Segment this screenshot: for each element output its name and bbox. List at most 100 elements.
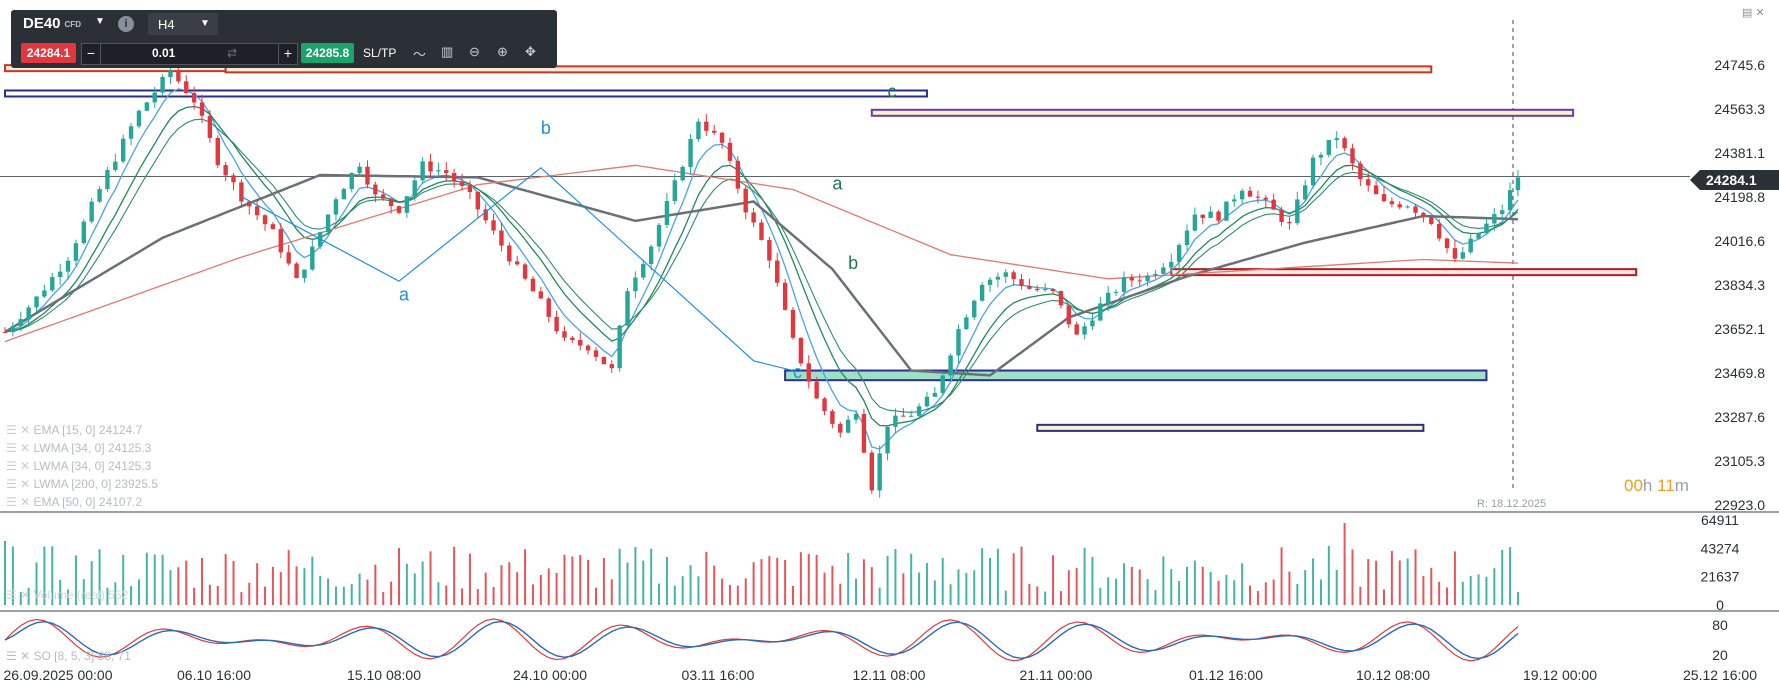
volume-bar — [342, 586, 345, 605]
volume-bar — [1477, 574, 1480, 605]
sell-button[interactable]: 24284.1 — [21, 43, 76, 63]
candle-body — [1011, 272, 1016, 280]
volume-bar — [1327, 546, 1330, 605]
indicator-ema50[interactable]: ☰ ✕ EMA [50, 0] 24107.2 — [6, 495, 143, 509]
symbol-selector[interactable]: DE40 CFD — [23, 15, 81, 32]
volume-legend[interactable]: ☰ ✕ Volume (real) 552 — [6, 588, 129, 602]
volume-bar — [870, 567, 873, 605]
move-icon[interactable]: ✥ — [525, 44, 536, 59]
quantity-stepper[interactable]: − 0.01 ⇄ + — [81, 43, 298, 65]
volume-bar — [1091, 556, 1094, 605]
candle-body — [396, 206, 402, 213]
zoom-in-icon[interactable]: ⊕ — [497, 44, 508, 59]
candle-body — [1484, 223, 1489, 234]
candle-body — [231, 175, 236, 183]
candle-body — [570, 337, 575, 340]
stoch-k-line — [4, 618, 1519, 662]
volume-bar — [437, 582, 440, 605]
candle-body — [491, 220, 496, 231]
indicator-lwma34a[interactable]: ☰ ✕ LWMA [34, 0] 24125.3 — [6, 441, 152, 455]
quantity-input[interactable]: 0.01 — [152, 46, 176, 60]
volume-bar — [1052, 555, 1055, 605]
volume-bar — [555, 572, 558, 605]
candle-body — [1184, 230, 1190, 246]
candle-body — [901, 415, 906, 417]
candle-body — [1066, 305, 1071, 325]
volume-bar — [1296, 583, 1299, 605]
candle-body — [940, 375, 945, 393]
candle-body — [987, 279, 993, 285]
candle-body — [562, 331, 567, 338]
volume-bar — [658, 583, 661, 605]
candle-body — [26, 307, 31, 320]
candle-body — [696, 121, 701, 140]
candle-body — [1263, 197, 1268, 200]
info-icon[interactable]: i — [118, 16, 134, 32]
chevron-down-icon[interactable]: ▼ — [95, 16, 105, 27]
volume-bar — [855, 578, 858, 605]
minus-icon[interactable]: − — [82, 44, 101, 64]
candle-body — [388, 198, 394, 207]
volume-bar — [177, 567, 180, 605]
zoom-out-icon[interactable]: ⊖ — [469, 44, 480, 59]
volume-bar — [161, 554, 164, 605]
volume-bar — [74, 555, 77, 605]
maximize-icon[interactable]: ▤ — [1742, 7, 1753, 19]
candle-body — [144, 102, 150, 111]
sltp-button[interactable]: SL/TP — [363, 46, 397, 60]
candle-body — [743, 188, 748, 213]
timeframe-selector[interactable]: H4 ▼ — [148, 13, 218, 35]
indicator-ema15[interactable]: ☰ ✕ EMA [15, 0] 24124.7 — [6, 423, 143, 437]
volume-bar — [295, 566, 298, 605]
candle-body — [1161, 267, 1166, 274]
indicator-lwma200[interactable]: ☰ ✕ LWMA [200, 0] 23925.5 — [6, 477, 159, 491]
close-icon[interactable]: ✕ — [1755, 7, 1765, 19]
lwma200-line — [4, 164, 1519, 343]
candle-body — [1098, 303, 1103, 321]
candle-chart-icon[interactable]: ▥ — [441, 44, 454, 59]
candle-body — [1287, 222, 1292, 224]
candle-body — [499, 230, 504, 246]
oscillator-axis-label: 80 — [1712, 617, 1728, 633]
volume-bar — [500, 565, 503, 605]
price-zone — [1036, 423, 1425, 432]
volume-bar — [145, 552, 148, 605]
volume-bar — [382, 592, 385, 605]
candle-body — [223, 165, 228, 176]
oscillator-axis-label: 20 — [1712, 647, 1728, 663]
volume-bar — [413, 573, 416, 605]
volume-bar — [374, 564, 377, 605]
candle-body — [128, 126, 134, 139]
volume-bar — [484, 572, 487, 605]
time-axis-label: 21.11 00:00 — [1020, 667, 1093, 683]
candle-body — [50, 277, 55, 291]
candle-body — [1255, 196, 1261, 198]
candle-body — [199, 102, 205, 116]
volume-bar — [815, 554, 818, 605]
oscillator-legend[interactable]: ☰ ✕ SO [8, 5, 3] 88, 71 — [6, 649, 131, 663]
indicator-lwma34b[interactable]: ☰ ✕ LWMA [34, 0] 24125.3 — [6, 459, 152, 473]
volume-bar — [82, 579, 85, 605]
volume-bar — [799, 552, 802, 605]
volume-bar — [1493, 568, 1496, 605]
volume-bar — [201, 557, 203, 605]
buy-button[interactable]: 24285.8 — [301, 43, 354, 63]
candle-body — [1176, 245, 1182, 262]
wave-label: c — [888, 82, 897, 102]
volume-bar — [461, 588, 464, 605]
volume-bar — [1501, 549, 1504, 605]
candle-body — [1366, 179, 1371, 186]
moving-averages — [4, 88, 1519, 450]
volume-bar — [1004, 590, 1007, 605]
plus-icon[interactable]: + — [278, 44, 297, 64]
indicator-legend: ☰ ✕ EMA [15, 0] 24124.7 ☰ ✕ LWMA [34, 0]… — [6, 421, 158, 511]
candle-body — [869, 452, 874, 491]
swap-icon[interactable]: ⇄ — [227, 46, 238, 60]
line-chart-icon[interactable]: 〜 — [413, 47, 427, 62]
candle-body — [1129, 277, 1135, 281]
candle-body — [373, 184, 378, 195]
candle-body — [270, 224, 276, 230]
candle-body — [428, 161, 433, 172]
candle-body — [633, 277, 638, 292]
